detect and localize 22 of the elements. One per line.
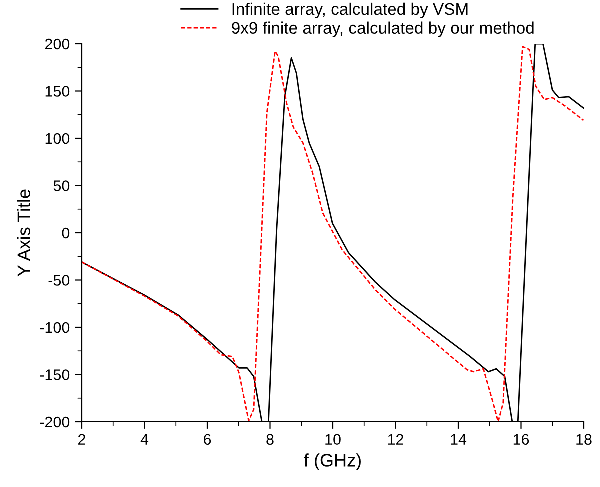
x-tick-label: 8 bbox=[266, 434, 274, 446]
y-tick-label: 100 bbox=[46, 133, 70, 144]
x-tick-label: 2 bbox=[78, 434, 86, 445]
y-tick-label: -100 bbox=[40, 322, 70, 334]
x-tick-label: 12 bbox=[388, 434, 404, 445]
legend-label: 9x9 finite array, calculated by our method bbox=[232, 22, 534, 38]
x-tick-label: 6 bbox=[204, 434, 212, 446]
x-tick-label: 16 bbox=[514, 434, 530, 446]
y-tick-label: 150 bbox=[46, 86, 70, 97]
legend-label: Infinite array, calculated by VSM bbox=[232, 2, 468, 18]
x-axis-title: f (GHz) bbox=[304, 454, 361, 470]
y-tick-label: -50 bbox=[48, 275, 70, 286]
y-tick-label: 200 bbox=[45, 38, 70, 50]
x-tick-label: 4 bbox=[140, 434, 149, 445]
y-tick-label: -200 bbox=[40, 416, 70, 428]
y-tick-label: 0 bbox=[62, 228, 70, 239]
y-tick-label: -150 bbox=[40, 370, 70, 380]
y-tick-label: 50 bbox=[54, 180, 70, 192]
x-tick-label: 18 bbox=[576, 434, 592, 446]
x-tick-label: 14 bbox=[451, 434, 467, 445]
y-axis-title: Y Axis Title bbox=[17, 190, 30, 277]
x-tick-label: 10 bbox=[326, 434, 341, 446]
